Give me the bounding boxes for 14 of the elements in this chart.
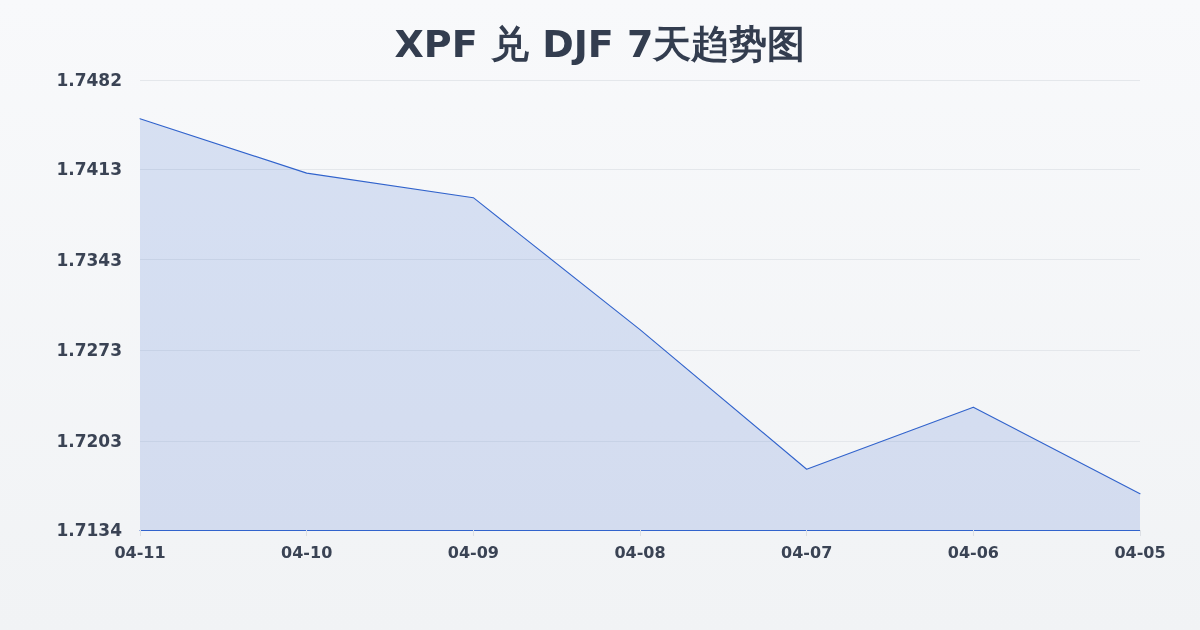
- y-tick-label: 1.7343: [56, 249, 122, 270]
- x-tick-label: 04-06: [947, 542, 999, 562]
- chart-title: XPF 兑 DJF 7天趋势图: [394, 22, 806, 66]
- y-tick-label: 1.7273: [56, 340, 122, 361]
- y-tick-label: 1.7482: [56, 70, 122, 90]
- y-tick-label: 1.7134: [56, 520, 123, 540]
- x-tick-label: 04-11: [114, 542, 166, 562]
- x-tick-label: 04-07: [781, 542, 833, 562]
- x-tick-label: 04-08: [614, 542, 666, 562]
- x-tick-label: 04-05: [1114, 542, 1166, 562]
- x-tick-label: 04-09: [447, 542, 499, 562]
- y-tick-label: 1.7203: [56, 430, 122, 451]
- y-tick-label: 1.7413: [56, 159, 122, 180]
- x-tick-label: 04-10: [281, 542, 333, 562]
